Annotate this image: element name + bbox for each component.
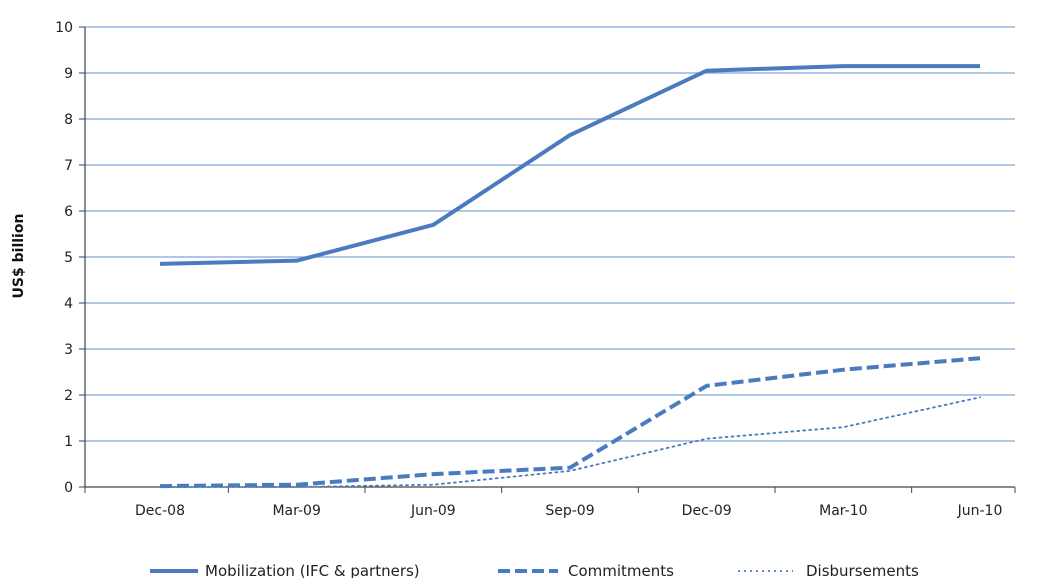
legend: Mobilization (IFC & partners) Commitments… [150, 562, 919, 578]
series-line-dashed [159, 356, 981, 489]
legend-label: Mobilization (IFC & partners) [205, 562, 420, 578]
x-tick-label: Sep-09 [545, 503, 594, 519]
x-tick-label: Dec-08 [135, 503, 185, 519]
legend-label: Disbursements [806, 562, 919, 578]
y-tick-label: 3 [64, 342, 73, 358]
y-tick-label: 5 [64, 250, 73, 266]
y-tick-label: 4 [64, 296, 73, 312]
x-tick-label: Dec-09 [682, 503, 732, 519]
y-tick-label: 9 [64, 66, 73, 82]
axis-layer [79, 26, 1016, 493]
y-tick-label: 0 [64, 480, 73, 496]
legend-label: Commitments [568, 562, 674, 578]
x-tick-label: Mar-10 [819, 503, 867, 519]
y-tick-label: 10 [55, 20, 73, 36]
x-tick-label: Mar-09 [272, 503, 320, 519]
label-layer: US$ billion 0 1 2 3 4 5 6 7 8 9 10 Dec-08 Mar-09 Jun-… [11, 20, 1002, 519]
y-tick-label: 8 [64, 112, 73, 128]
x-tick-label: Jun-10 [957, 503, 1003, 519]
series-layer [159, 64, 981, 489]
y-tick-label: 2 [64, 388, 73, 404]
y-tick-label: 1 [64, 434, 73, 450]
series-line-dotted [159, 396, 981, 488]
y-tick-label: 6 [64, 204, 73, 220]
y-tick-label: 7 [64, 158, 73, 174]
grid-layer [85, 26, 1015, 442]
x-tick-label: Jun-09 [410, 503, 456, 519]
y-axis-title: US$ billion [11, 214, 27, 299]
